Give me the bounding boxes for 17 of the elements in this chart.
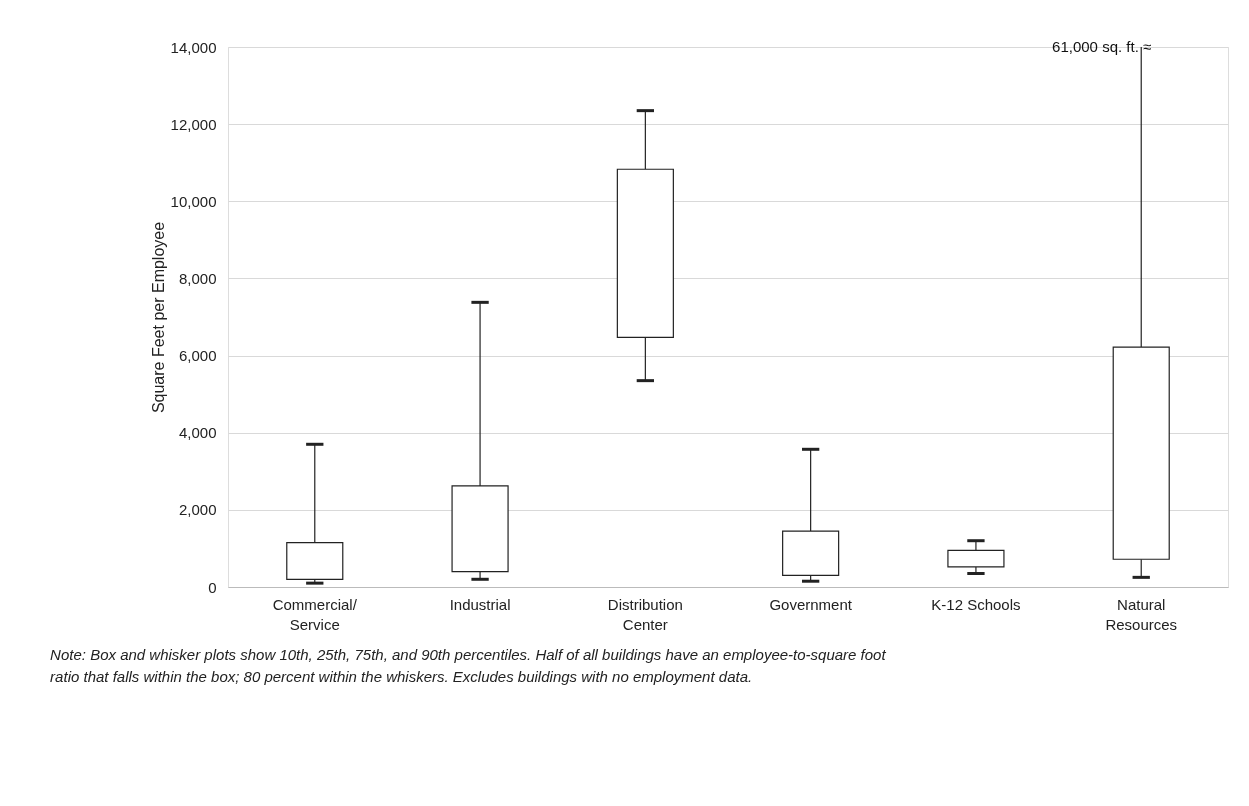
y-axis-title: Square Feet per Employee: [149, 221, 167, 414]
text: Note: Box and whisker plots show 10th, 25th, 75th, and 90th percentiles. Half of all buildings have an employee-to-square foot ratio that falls within the box; 80 percent within the whiskers. Excludes buildings with no employment data.: [50, 646, 887, 685]
annotation: 61,000 sq. ft. ≈: [1052, 38, 1152, 55]
y-tick-label: 2,000: [178, 501, 217, 519]
x-tick-label: Government: [769, 595, 853, 613]
y-tick-label: 0: [208, 578, 217, 596]
y-tick-label: 10,000: [170, 192, 217, 210]
x-tick-label: Natural Resources: [1105, 595, 1178, 633]
x-tick-label: Industrial: [449, 595, 511, 613]
y-tick-label: 4,000: [178, 424, 217, 442]
x-tick-label: K-12 Schools: [931, 595, 1021, 613]
y-tick-label: 12,000: [170, 115, 217, 133]
x-tick-label: Commercial/ Service: [272, 595, 358, 633]
y-tick-label: 14,000: [170, 38, 217, 56]
x-tick-label: Distribution Center: [607, 595, 683, 633]
y-tick-label: 8,000: [178, 269, 217, 287]
y-tick-label: 6,000: [178, 347, 217, 365]
